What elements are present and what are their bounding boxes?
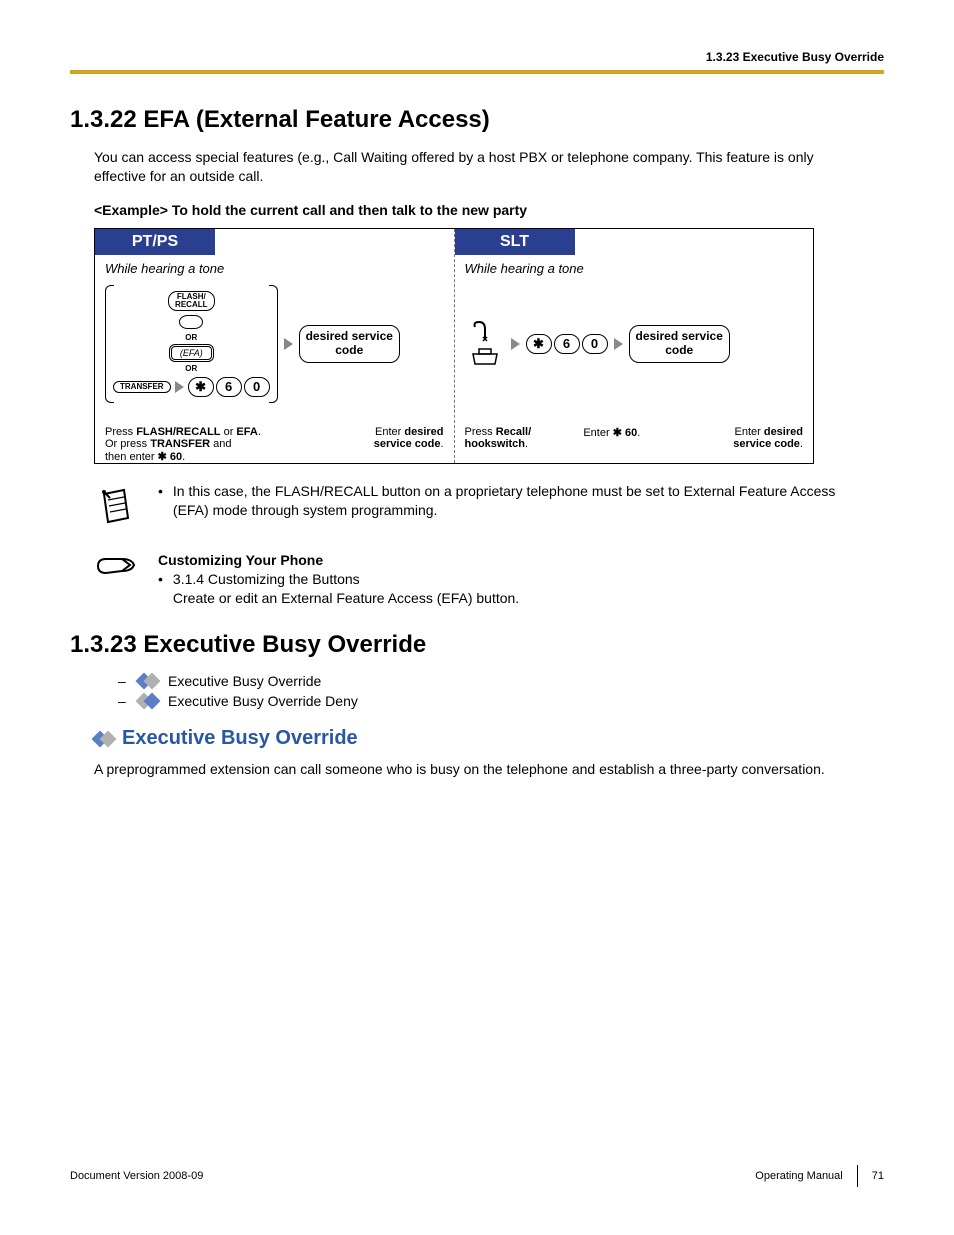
pt-caption-2: Enter desiredservice code. [283, 426, 443, 463]
list-item-2: Executive Busy Override Deny [168, 693, 358, 709]
desired-service-code-box: desired service code [629, 325, 730, 363]
pt-ps-column: PT/PS While hearing a tone FLASH/ RECALL… [95, 229, 455, 463]
desired-service-code-box: desired service code [299, 325, 400, 363]
note-programming: In this case, the FLASH/RECALL button on… [94, 482, 860, 531]
section-2-title: 1.3.23 Executive Busy Override [70, 631, 884, 659]
key-0: 0 [582, 334, 608, 354]
subsection-heading: Executive Busy Override [94, 727, 860, 750]
slt-column: SLT While hearing a tone ✱ [455, 229, 814, 463]
efa-key: (EFA) [171, 346, 212, 360]
diamond-bullet-icon [138, 675, 158, 687]
footer-page-number: 71 [872, 1170, 884, 1182]
dash: – [118, 693, 128, 709]
pt-ps-header: PT/PS [95, 229, 215, 255]
section-2-list: – Executive Busy Override – Executive Bu… [118, 673, 860, 709]
note-customizing: Customizing Your Phone 3.1.4 Customizing… [94, 551, 860, 608]
pt-caption-1: Press FLASH/RECALL or EFA.Or press TRANS… [105, 426, 265, 463]
customizing-heading: Customizing Your Phone [158, 551, 860, 570]
transfer-key: TRANSFER [113, 381, 171, 393]
section-1-intro: You can access special features (e.g., C… [94, 148, 860, 186]
customizing-line1: 3.1.4 Customizing the Buttons [173, 571, 360, 587]
page-footer: Document Version 2008-09 Operating Manua… [70, 1165, 884, 1187]
or-label-2: OR [185, 364, 197, 373]
pointing-hand-icon [94, 551, 138, 586]
page-header-breadcrumb: 1.3.23 Executive Busy Override [70, 50, 884, 70]
pt-key-options: FLASH/ RECALL OR (EFA) OR TRANSFER ✱ 6 0 [105, 285, 278, 403]
footer-doc-version: Document Version 2008-09 [70, 1170, 203, 1182]
example-heading: <Example> To hold the current call and t… [94, 202, 860, 218]
slt-hearing-tone: While hearing a tone [465, 261, 804, 276]
diamond-bullet-icon [138, 695, 158, 707]
key-star: ✱ [526, 334, 552, 354]
key-0: 0 [244, 377, 270, 397]
slt-caption-1: Press Recall/hookswitch. [465, 426, 566, 450]
key-star: ✱ [188, 377, 214, 397]
notepad-icon [94, 482, 138, 531]
flash-recall-key: FLASH/ RECALL [168, 291, 214, 311]
slt-header: SLT [455, 229, 575, 255]
key-6: 6 [554, 334, 580, 354]
note1-text: In this case, the FLASH/RECALL button on… [173, 482, 860, 520]
header-rule [70, 70, 884, 74]
dash: – [118, 673, 128, 689]
hookswitch-icon [465, 319, 505, 369]
arrow-icon [614, 338, 623, 350]
arrow-icon [175, 381, 184, 393]
footer-manual: Operating Manual [755, 1170, 842, 1182]
subsection-text: A preprogrammed extension can call someo… [94, 760, 860, 779]
pt-hearing-tone: While hearing a tone [105, 261, 444, 276]
section-1-title: 1.3.22 EFA (External Feature Access) [70, 106, 884, 134]
footer-separator [857, 1165, 858, 1187]
diamond-bullet-icon [94, 733, 114, 745]
procedure-diagram: PT/PS While hearing a tone FLASH/ RECALL… [94, 228, 814, 464]
key-6: 6 [216, 377, 242, 397]
arrow-icon [511, 338, 520, 350]
or-label-1: OR [185, 333, 197, 342]
slt-caption-3: Enter desiredservice code. [702, 426, 803, 450]
customizing-line2: Create or edit an External Feature Acces… [173, 590, 519, 606]
list-item-1: Executive Busy Override [168, 673, 321, 689]
flash-button-icon [179, 315, 203, 329]
slt-key-sequence: ✱ 6 0 [526, 334, 608, 354]
slt-caption-2: Enter ✱ 60. [583, 426, 684, 450]
arrow-icon [284, 338, 293, 350]
subsection-heading-text: Executive Busy Override [122, 727, 358, 750]
